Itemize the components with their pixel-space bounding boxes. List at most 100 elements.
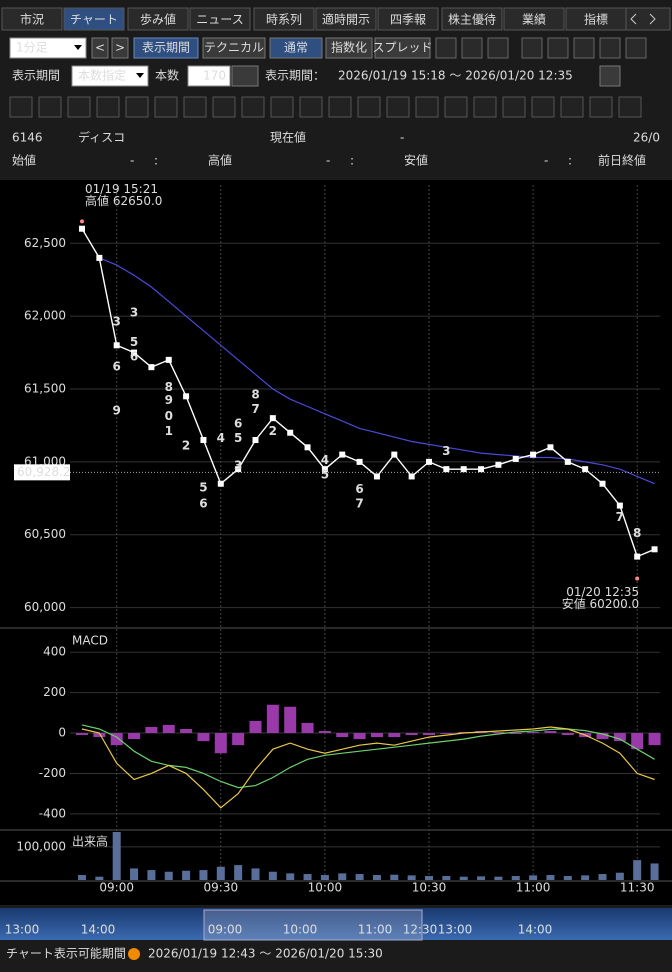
tool-icon[interactable] (625, 37, 647, 59)
tab[interactable] (253, 7, 315, 31)
td-mark: 5 (199, 481, 207, 495)
navigator-label: 13:00 (438, 923, 473, 937)
reset-button[interactable] (599, 65, 621, 87)
tool-icon[interactable] (521, 37, 543, 59)
draw-tool[interactable] (531, 96, 555, 118)
draw-tool[interactable] (125, 96, 149, 118)
draw-tool[interactable] (38, 96, 62, 118)
td-mark: 7 (251, 402, 259, 416)
macd-bar (509, 733, 522, 735)
draw-tool[interactable] (96, 96, 120, 118)
prev: < (95, 41, 105, 55)
draw-tool[interactable] (386, 96, 410, 118)
technical-button[interactable] (202, 37, 266, 59)
macd-bar (214, 733, 227, 754)
tab[interactable] (315, 7, 377, 31)
volume-bar (164, 871, 173, 880)
volume-bar (581, 875, 590, 880)
tool-icon[interactable] (547, 37, 569, 59)
tab[interactable] (441, 7, 503, 31)
tool-icon[interactable] (487, 37, 509, 59)
volume-bar (355, 874, 364, 880)
volume-bar (182, 870, 191, 880)
draw-tool[interactable] (618, 96, 642, 118)
volume-bar (320, 875, 329, 880)
draw-tool[interactable] (183, 96, 207, 118)
draw-tool[interactable] (357, 96, 381, 118)
spinner[interactable] (231, 65, 259, 87)
price-point (478, 466, 485, 473)
volume-bar (598, 874, 607, 880)
td-mark: 4 (321, 453, 329, 467)
draw-tool[interactable] (299, 96, 323, 118)
prev-button[interactable] (91, 37, 109, 59)
field-label: 始値 (12, 153, 36, 168)
draw-tool[interactable] (415, 96, 439, 118)
period-button-label: 表示期間 (142, 41, 190, 55)
panel-title: 出来高 (72, 834, 108, 849)
price-point (321, 466, 328, 473)
macd-bar (301, 722, 314, 734)
period-button[interactable] (133, 37, 199, 59)
volume-bar (407, 875, 416, 880)
td-mark: 1 (165, 424, 173, 438)
mode-button[interactable] (374, 37, 431, 59)
tool-icon[interactable] (573, 37, 595, 59)
interval-select[interactable] (9, 37, 87, 59)
tool-icon[interactable] (461, 37, 483, 59)
draw-tool[interactable] (270, 96, 294, 118)
mode-select[interactable] (71, 65, 149, 87)
tab[interactable] (127, 7, 189, 31)
td-mark: 5 (130, 335, 138, 349)
draw-tool[interactable] (67, 96, 91, 118)
y-tick-label: 60,500 (24, 527, 66, 541)
current-label: 現在値 (270, 130, 306, 145)
tab[interactable] (63, 7, 125, 31)
volume-bar (216, 866, 225, 880)
volume-bar (147, 870, 156, 880)
draw-tool[interactable] (328, 96, 352, 118)
macd-bar (440, 733, 453, 735)
tab[interactable] (377, 7, 439, 31)
mode-button[interactable] (325, 37, 373, 59)
field-value: - (544, 154, 548, 168)
draw-tool[interactable] (502, 96, 526, 118)
macd-bar (145, 726, 158, 734)
current: - (400, 131, 404, 145)
volume-bar (338, 873, 347, 880)
draw-tool[interactable] (154, 96, 178, 118)
draw-tool[interactable] (9, 96, 33, 118)
price-point (547, 444, 554, 451)
td-mark: 8 (165, 380, 173, 394)
navigator-label: 09:00 (208, 923, 243, 937)
tab-scroll[interactable] (625, 7, 671, 31)
draw-tool[interactable] (212, 96, 236, 118)
tool-icon[interactable] (435, 37, 457, 59)
y-tick-label: -400 (39, 806, 66, 820)
navigator-window[interactable] (203, 909, 423, 941)
macd-bar (544, 731, 557, 734)
tab[interactable] (1, 7, 63, 31)
macd-bar (561, 733, 574, 736)
tab[interactable] (503, 7, 565, 31)
td-mark: 5 (321, 467, 329, 481)
volume-bar (390, 874, 399, 880)
price-point (183, 393, 190, 400)
count-input[interactable] (187, 65, 231, 87)
tool-icon[interactable] (599, 37, 621, 59)
draw-tool[interactable] (560, 96, 584, 118)
field-value: - (130, 154, 134, 168)
mode-button[interactable] (269, 37, 323, 59)
footer-label: チャート表示可能期間 (6, 947, 126, 961)
annotation-point (635, 576, 640, 581)
tab[interactable] (189, 7, 251, 31)
tab-label: チャート (70, 13, 118, 27)
draw-tool[interactable] (444, 96, 468, 118)
next-button[interactable] (111, 37, 129, 59)
draw-tool[interactable] (589, 96, 613, 118)
draw-tool[interactable] (241, 96, 265, 118)
price-point (564, 458, 571, 465)
macd-bar (93, 733, 106, 738)
price-point (287, 429, 294, 436)
draw-tool[interactable] (473, 96, 497, 118)
